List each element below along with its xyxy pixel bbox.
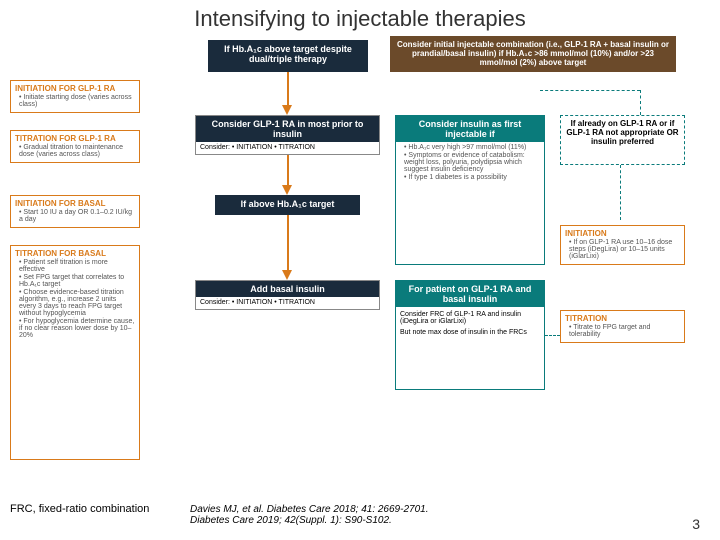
right-init-body: If on GLP-1 RA use 10–16 dose steps (iDe… [569,239,680,260]
right-init-hdr: INITIATION [565,229,680,238]
right-titr-box: TITRATION Titrate to FPG target and tole… [560,310,685,343]
basal-titr-b4: For hypoglycemia determine cause, if no … [19,318,135,339]
glp1-init-box: INITIATION FOR GLP-1 RA Initiate startin… [10,80,140,113]
basal-titr-b2: Set FPG target that correlates to Hb.A₁c… [19,274,135,288]
top-left-box: If Hb.A₁c above target despite dual/trip… [208,40,368,72]
above-target-box: If above Hb.A₁c target [215,195,360,215]
cite2: Diabetes Care 2019; 42(Suppl. 1): S90-S1… [190,515,392,526]
right-init-box: INITIATION If on GLP-1 RA use 10–16 dose… [560,225,685,265]
insulin-first-box: Consider insulin as first injectable if … [395,115,545,265]
add-basal-body: Consider: • INITIATION • TITRATION [200,299,375,306]
add-basal-hdr: Add basal insulin [196,281,379,297]
dash-2 [640,90,641,115]
insulin-b2: Symptoms or evidence of catabolism: weig… [404,152,540,173]
citation: Davies MJ, et al. Diabetes Care 2018; 41… [190,504,428,526]
glp1-consider-box: Consider GLP-1 RA in most prior to insul… [195,115,380,155]
glp1-consider-hdr: Consider GLP-1 RA in most prior to insul… [196,116,379,142]
arrow-3 [282,270,292,280]
cite1: Davies MJ, et al. Diabetes Care 2018; 41… [190,504,428,515]
glp1-consider-body: Consider: • INITIATION • TITRATION [200,144,375,151]
basal-init-box: INITIATION FOR BASAL Start 10 IU a day O… [10,195,140,228]
basal-init-hdr: INITIATION FOR BASAL [15,199,135,208]
insulin-b3: If type 1 diabetes is a possibility [404,174,540,181]
dash-4 [545,335,560,336]
arrow-1 [282,105,292,115]
basal-titr-box: TITRATION FOR BASAL Patient self titrati… [10,245,140,460]
basal-titr-b3: Choose evidence-based titration algorith… [19,289,135,317]
right-titr-hdr: TITRATION [565,314,680,323]
arrow-line-1 [287,72,289,107]
basal-titr-hdr: TITRATION FOR BASAL [15,249,135,258]
right-titr-body: Titrate to FPG target and tolerability [569,324,680,338]
patient-b2: But note max dose of insulin in the FRCs [400,329,540,336]
page-number: 3 [692,516,700,532]
patient-hdr: For patient on GLP-1 RA and basal insuli… [396,281,544,307]
basal-init-body: Start 10 IU a day OR 0.1–0.2 IU/kg a day [19,209,135,223]
abbreviation: FRC, fixed-ratio combination [10,503,149,515]
glp1-titr-hdr: TITRATION FOR GLP-1 RA [15,134,135,143]
arrow-2 [282,185,292,195]
already-box: If already on GLP-1 RA or if GLP-1 RA no… [560,115,685,165]
glp1-titr-box: TITRATION FOR GLP-1 RA Gradual titration… [10,130,140,163]
basal-titr-b1: Patient self titration is more effective [19,259,135,273]
top-right-box: Consider initial injectable combination … [390,36,676,72]
dash-3 [620,165,621,220]
patient-box: For patient on GLP-1 RA and basal insuli… [395,280,545,390]
glp1-init-hdr: INITIATION FOR GLP-1 RA [15,84,135,93]
patient-b1: Consider FRC of GLP-1 RA and insulin (iD… [400,311,540,325]
glp1-init-body: Initiate starting dose (varies across cl… [19,94,135,108]
arrow-line-3 [287,215,289,270]
insulin-first-hdr: Consider insulin as first injectable if [396,116,544,142]
arrow-line-2 [287,155,289,187]
page-title: Intensifying to injectable therapies [0,0,720,32]
insulin-b1: Hb.A₁c very high >97 mmol/mol (11%) [404,144,540,151]
dash-1 [540,90,640,91]
glp1-titr-body: Gradual titration to maintenance dose (v… [19,144,135,158]
add-basal-box: Add basal insulin Consider: • INITIATION… [195,280,380,310]
